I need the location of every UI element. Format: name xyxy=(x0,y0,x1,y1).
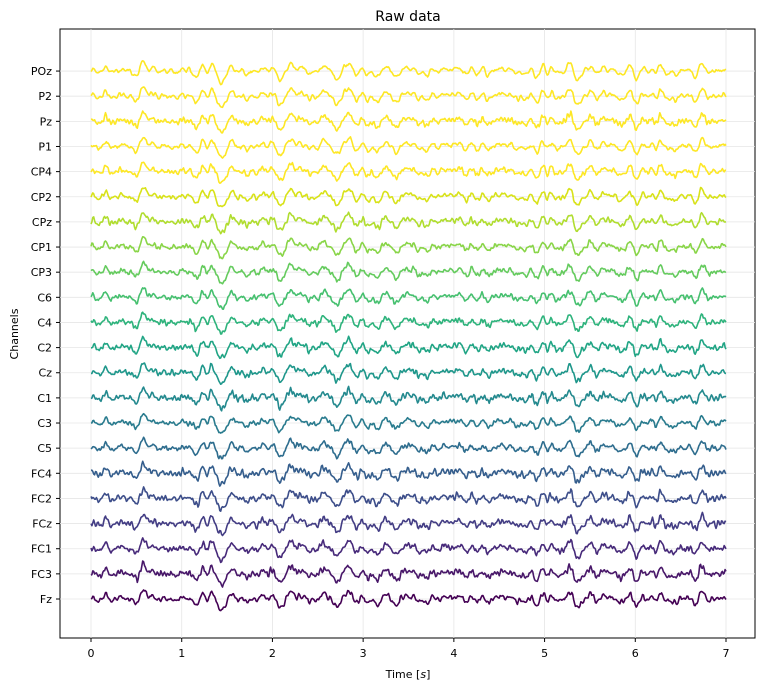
y-tick-label-fc1: FC1 xyxy=(31,543,52,556)
x-axis-ticks: 0 1 2 3 4 5 6 7 xyxy=(88,638,730,660)
y-tick-label-c5: C5 xyxy=(37,442,52,455)
x-tick-label: 7 xyxy=(723,647,730,660)
y-tick-label-c1: C1 xyxy=(37,392,52,405)
trace-poz xyxy=(90,60,727,86)
y-tick-label-c2: C2 xyxy=(37,342,52,355)
x-tick-label: 0 xyxy=(88,647,95,660)
y-tick-label-cpz: CPz xyxy=(32,216,52,229)
x-axis-label-prefix: Time [ xyxy=(385,668,421,681)
y-tick-label-pz: Pz xyxy=(40,115,53,128)
trace-c6 xyxy=(90,287,727,310)
y-tick-label-fcz: FCz xyxy=(32,518,52,531)
y-tick-label-fz: Fz xyxy=(40,593,52,606)
y-tick-label-p2: P2 xyxy=(38,90,52,103)
trace-cz xyxy=(91,362,727,385)
trace-fz xyxy=(90,589,727,612)
trace-cp1 xyxy=(90,236,727,260)
y-tick-label-cp1: CP1 xyxy=(31,241,52,254)
trace-pz xyxy=(90,110,727,134)
y-tick-label-c6: C6 xyxy=(37,291,52,304)
y-tick-label-cp3: CP3 xyxy=(31,266,52,279)
y-tick-label-c4: C4 xyxy=(37,316,52,329)
trace-cp2 xyxy=(90,186,727,208)
y-tick-label-fc4: FC4 xyxy=(31,467,52,480)
trace-cp3 xyxy=(90,260,727,285)
x-tick-label: 1 xyxy=(178,647,185,660)
chart-title: Raw data xyxy=(375,9,440,25)
x-tick-label: 3 xyxy=(360,647,367,660)
y-tick-label-c3: C3 xyxy=(37,417,52,430)
y-axis-label: Channels xyxy=(8,308,21,359)
x-axis-label-unit: s xyxy=(420,668,426,681)
x-tick-label: 2 xyxy=(269,647,276,660)
trace-c1 xyxy=(90,385,727,412)
trace-p1 xyxy=(90,136,727,159)
x-tick-label: 6 xyxy=(632,647,639,660)
trace-cpz xyxy=(90,211,727,235)
trace-fc2 xyxy=(90,486,727,512)
y-tick-label-poz: POz xyxy=(31,65,52,78)
trace-fc1 xyxy=(90,537,727,564)
y-tick-label-cz: Cz xyxy=(39,367,53,380)
trace-fc3 xyxy=(90,560,727,588)
trace-fc4 xyxy=(90,460,727,487)
trace-p2 xyxy=(90,86,727,109)
y-tick-label-cp4: CP4 xyxy=(31,166,52,179)
x-tick-label: 4 xyxy=(450,647,457,660)
trace-cp4 xyxy=(90,161,727,184)
y-tick-label-fc2: FC2 xyxy=(31,492,52,505)
x-tick-label: 5 xyxy=(541,647,548,660)
x-axis-label-suffix: ] xyxy=(426,668,430,681)
trace-c3 xyxy=(90,412,727,434)
trace-c2 xyxy=(91,335,727,360)
y-tick-label-cp2: CP2 xyxy=(31,191,52,204)
plot-frame xyxy=(59,28,756,639)
y-axis-ticks: Fz FC3 FC1 FCz FC2 FC4 C5 C3 C1 Cz C2 C4 C6 CP3 CP1 CPz… xyxy=(31,65,60,606)
channel-traces xyxy=(90,60,727,612)
trace-fcz xyxy=(90,511,727,537)
y-tick-label-p1: P1 xyxy=(38,140,52,153)
x-axis-label: Time [s] xyxy=(385,668,431,681)
trace-c4 xyxy=(90,311,727,335)
y-tick-label-fc3: FC3 xyxy=(31,568,52,581)
trace-c5 xyxy=(90,436,727,460)
